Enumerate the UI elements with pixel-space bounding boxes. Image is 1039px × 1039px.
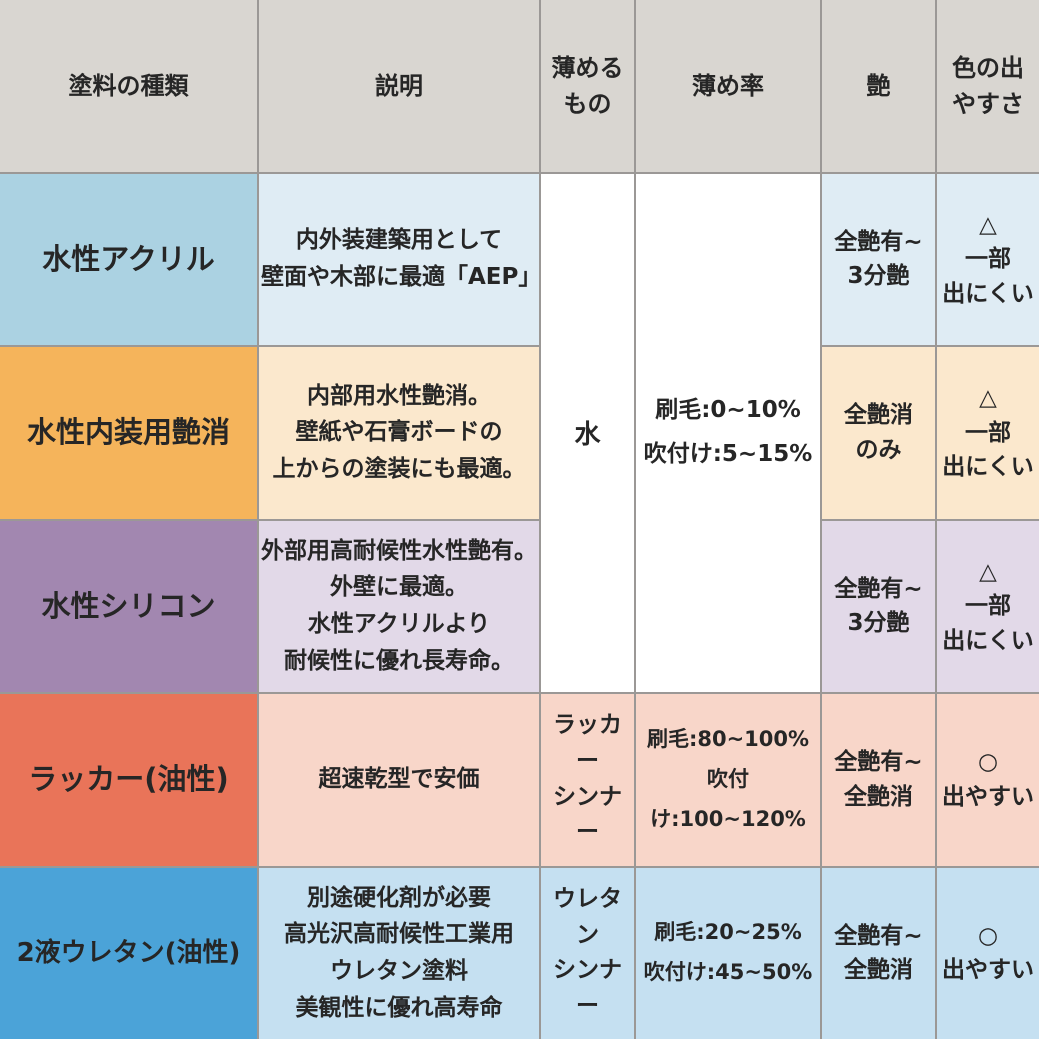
- thinning-ratio-cell: 刷毛:20~25% 吹付け:45~50%: [636, 867, 820, 1039]
- paint-type-cell: 水性シリコン: [0, 520, 257, 692]
- description-cell: 内外装建築用として 壁面や木部に最適「AEP」: [259, 173, 539, 345]
- thinner-cell: ラッカー シンナー: [541, 694, 634, 866]
- header-color-ease: 色の出 やすさ: [937, 0, 1039, 172]
- thinning-ratio-cell: 刷毛:80~100% 吹付け:100~120%: [636, 694, 820, 866]
- color-ease-cell: △ 一部 出にくい: [937, 520, 1039, 692]
- gloss-cell: 全艶消 のみ: [822, 347, 935, 519]
- paint-type-cell: 水性アクリル: [0, 173, 257, 345]
- gloss-cell: 全艶有~ 3分艶: [822, 520, 935, 692]
- description-cell: 内部用水性艶消。 壁紙や石膏ボードの 上からの塗装にも最適。: [259, 347, 539, 519]
- paint-type-cell: 2液ウレタン(油性): [0, 867, 257, 1039]
- color-ease-cell: △ 一部 出にくい: [937, 173, 1039, 345]
- header-paint-type: 塗料の種類: [0, 0, 257, 172]
- header-thinning-ratio: 薄め率: [636, 0, 820, 172]
- thinner-cell: ウレタン シンナー: [541, 867, 634, 1039]
- thinner-cell-water-merged: 水: [541, 173, 634, 692]
- color-ease-cell: ○ 出やすい: [937, 694, 1039, 866]
- gloss-cell: 全艶有~ 全艶消: [822, 867, 935, 1039]
- color-ease-cell: △ 一部 出にくい: [937, 347, 1039, 519]
- thinning-ratio-cell-water-merged: 刷毛:0~10% 吹付け:5~15%: [636, 173, 820, 692]
- description-cell: 超速乾型で安価: [259, 694, 539, 866]
- header-thinner: 薄める もの: [541, 0, 634, 172]
- paint-type-cell: 水性内装用艶消: [0, 347, 257, 519]
- color-ease-cell: ○ 出やすい: [937, 867, 1039, 1039]
- paint-type-cell: ラッカー(油性): [0, 694, 257, 866]
- header-gloss: 艶: [822, 0, 935, 172]
- description-cell: 別途硬化剤が必要 高光沢高耐候性工業用 ウレタン塗料 美観性に優れ高寿命: [259, 867, 539, 1039]
- gloss-cell: 全艶有~ 3分艶: [822, 173, 935, 345]
- gloss-cell: 全艶有~ 全艶消: [822, 694, 935, 866]
- header-description: 説明: [259, 0, 539, 172]
- description-cell: 外部用高耐候性水性艶有。 外壁に最適。 水性アクリルより 耐候性に優れ長寿命。: [259, 520, 539, 692]
